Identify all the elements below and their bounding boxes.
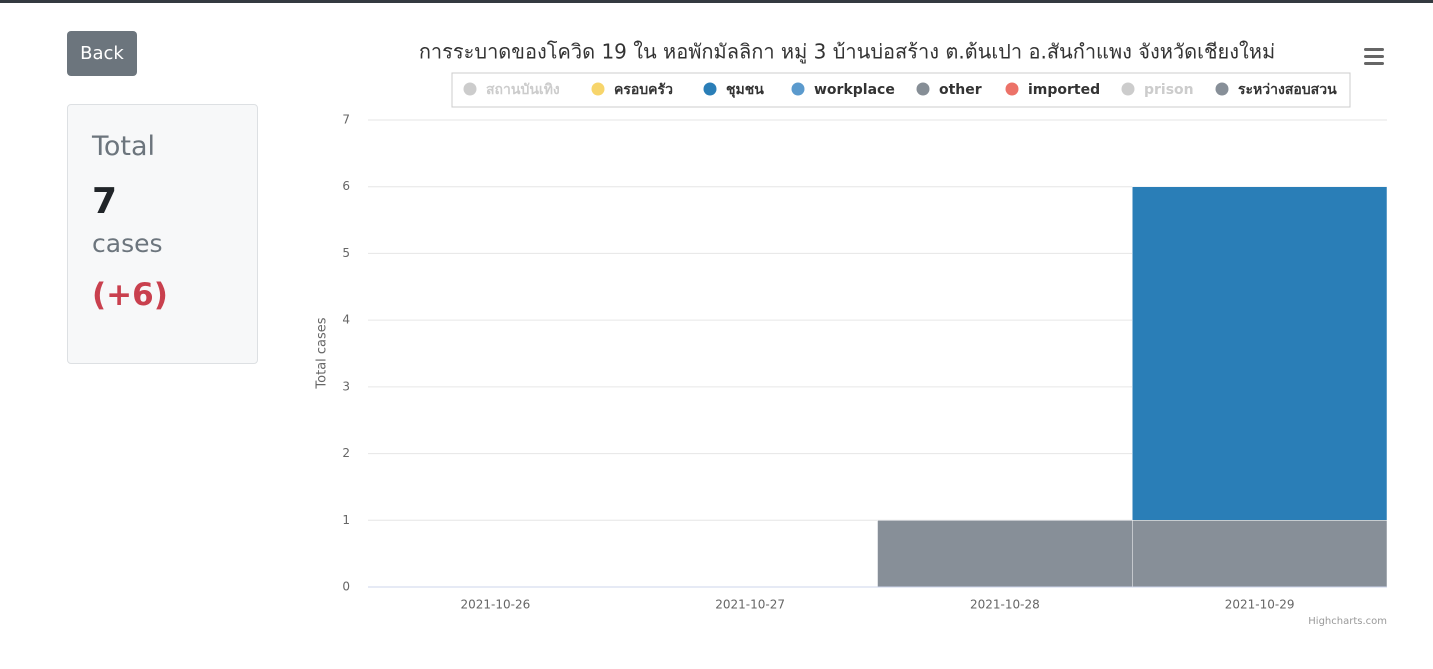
legend-label[interactable]: ระหว่างสอบสวน (1238, 82, 1337, 98)
legend-label[interactable]: other (939, 82, 982, 98)
x-tick-label: 2021-10-26 (461, 598, 531, 612)
legend-symbol (1005, 82, 1019, 96)
menu-icon[interactable] (1364, 48, 1384, 65)
legend-symbol (463, 82, 477, 96)
top-bar (0, 0, 1433, 3)
card-total: 7 (92, 181, 118, 222)
x-tick-label: 2021-10-27 (715, 598, 785, 612)
credits[interactable]: Highcharts.com (1308, 616, 1387, 627)
bar-segment (1132, 520, 1388, 588)
y-tick-label: 6 (342, 179, 350, 193)
menu-line (1364, 48, 1384, 51)
menu-line (1364, 55, 1384, 58)
summary-card: Total 7 cases (+6) (67, 104, 258, 364)
legend-symbol (916, 82, 930, 96)
x-tick-label: 2021-10-29 (1225, 598, 1295, 612)
legend-symbol (703, 82, 717, 96)
card-change: (+6) (92, 277, 168, 313)
bar-segment (1132, 186, 1388, 521)
y-tick-label: 4 (342, 313, 350, 327)
legend-symbol (1215, 82, 1229, 96)
legend-symbol (591, 82, 605, 96)
legend-label[interactable]: สถานบันเทิง (486, 82, 560, 98)
x-tick-label: 2021-10-28 (970, 598, 1040, 612)
legend-box (451, 72, 1351, 108)
legend-symbol (1121, 82, 1135, 96)
legend-label[interactable]: imported (1028, 82, 1100, 98)
card-label: Total (92, 131, 156, 162)
legend-label[interactable]: ครอบครัว (614, 82, 673, 98)
bar-segment (877, 520, 1133, 588)
legend-label[interactable]: prison (1144, 82, 1194, 98)
y-tick-label: 3 (342, 379, 350, 393)
y-tick-label: 2 (342, 446, 350, 460)
y-tick-label: 1 (342, 513, 350, 527)
menu-line (1364, 62, 1384, 65)
y-tick-label: 0 (342, 580, 350, 594)
chart-title: การระบาดของโควิด 19 ใน หอพักมัลลิกา หมู่… (419, 40, 1275, 65)
back-button[interactable]: Back (67, 31, 137, 76)
y-tick-label: 5 (342, 246, 350, 260)
card-unit: cases (92, 229, 163, 258)
legend-label[interactable]: workplace (814, 82, 895, 98)
legend-symbol (791, 82, 805, 96)
y-tick-label: 7 (342, 113, 350, 127)
legend-label[interactable]: ชุมชน (726, 82, 764, 98)
y-axis-title: Total cases (315, 317, 330, 389)
